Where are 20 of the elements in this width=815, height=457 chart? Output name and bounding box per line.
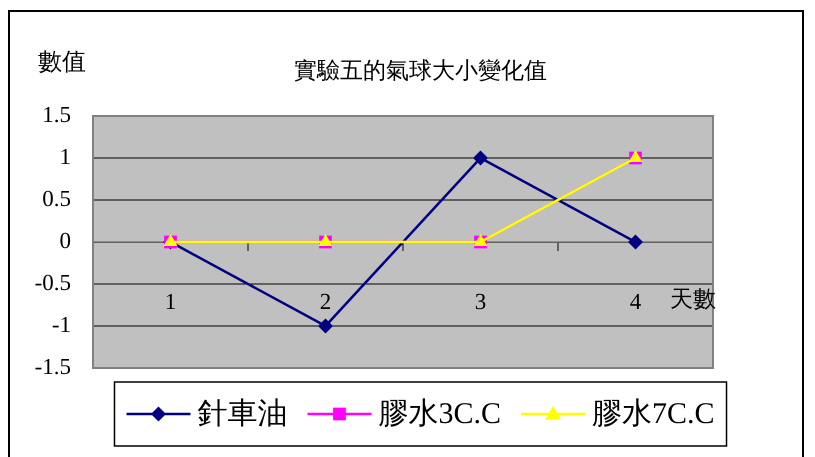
x-tick-label: 3	[474, 288, 486, 314]
y-axis-title: 數值	[38, 49, 86, 76]
point	[318, 318, 333, 334]
y-tick-label: 1	[60, 144, 71, 170]
y-tick-label: 0.5	[42, 186, 71, 212]
point	[473, 150, 488, 166]
y-tick-label: -1	[52, 312, 71, 338]
x-tick-label: 1	[164, 288, 176, 314]
legend-label: 膠水7C.C	[592, 396, 715, 430]
legend-label: 膠水3C.C	[378, 396, 502, 430]
y-tick-label: -1.5	[34, 354, 71, 380]
x-tick-label: 4	[630, 288, 642, 314]
y-tick-label: 1.5	[42, 102, 71, 128]
y-tick-label: -0.5	[34, 270, 71, 296]
chart-title: 實驗五的氣球大小變化值	[294, 58, 547, 84]
x-axis-title: 天數	[670, 286, 716, 312]
point	[628, 234, 643, 250]
y-tick-label: 0	[60, 228, 71, 254]
legend-label: 針車油	[197, 396, 288, 430]
x-tick-label: 2	[320, 288, 332, 314]
